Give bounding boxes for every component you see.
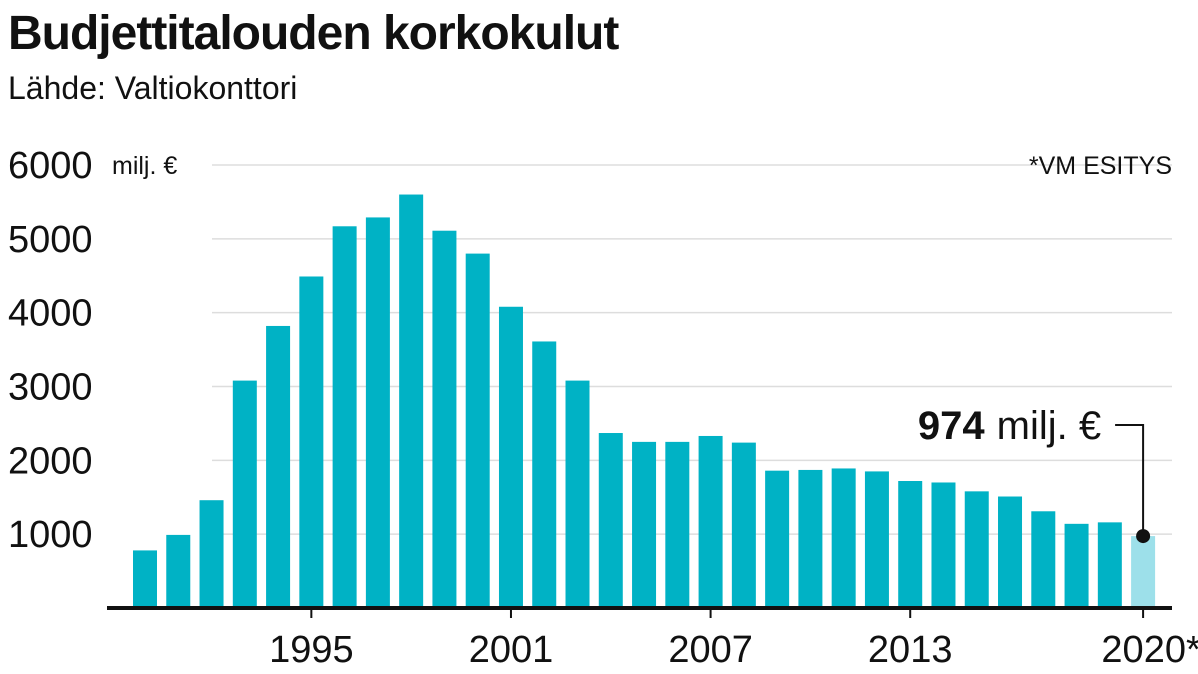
bar-2000 [465,253,490,608]
highlight-callout: 974 milj. € [918,404,1151,544]
bar-2014 [931,482,956,608]
unit-label: milj. € [112,152,177,180]
bar-2006 [665,441,690,608]
y-tick-label: 3000 [8,367,93,409]
x-tick-label: 2007 [668,629,753,671]
highlight-value: 974 [918,404,985,448]
bar-1992 [199,500,224,608]
forecast-note: *VM ESITYS [1029,152,1172,180]
y-tick-label: 2000 [8,440,93,482]
bar-2008 [731,442,756,608]
bar-2009 [765,470,790,608]
x-tick-label: 2020* [1101,629,1198,671]
x-tick-label: 2013 [868,629,953,671]
bar-1996 [332,226,357,608]
bar-1991 [166,534,191,608]
bar-2007 [698,435,723,608]
bar-2013 [898,481,923,608]
highlight-unit: milj. € [997,404,1101,448]
bar-2019 [1097,522,1122,608]
bar-1993 [232,380,257,608]
y-tick-label: 4000 [8,293,93,335]
bar-2012 [864,471,889,608]
bar-2004 [598,433,623,608]
x-tick-label: 2001 [469,629,554,671]
bar-2005 [632,441,657,608]
highlight-dot [1136,529,1151,544]
chart-subtitle: Lähde: Valtiokonttori [8,70,298,106]
chart-title: Budjettitalouden korkokulut [8,7,619,60]
x-tick-label: 1995 [269,629,354,671]
bar-1998 [399,194,424,609]
bar-2018 [1064,523,1089,608]
y-tick-label: 1000 [8,514,93,556]
bar-2011 [831,468,856,608]
bar-1999 [432,230,457,608]
bar-2003 [565,380,590,608]
bar-1997 [365,217,390,608]
bar-2010 [798,469,823,608]
y-tick-label: 5000 [8,219,93,261]
bars [133,194,1156,609]
bar-1995 [299,276,324,608]
y-axis-ticks: 1000 2000 3000 4000 5000 6000 [8,145,93,556]
bar-2015 [964,491,989,608]
bar-2017 [1031,511,1056,608]
bar-2001 [498,306,523,608]
bar-2016 [998,496,1023,608]
highlight-label: 974 milj. € [918,404,1101,448]
y-tick-label: 6000 [8,145,93,187]
callout-leader-line [1115,424,1145,537]
bar-1990 [133,550,157,608]
x-axis-ticks: 1995 2001 2007 2013 2020* [269,608,1198,671]
bar-1994 [266,325,291,608]
bar-2020 [1131,536,1156,608]
bar-2002 [532,341,557,608]
